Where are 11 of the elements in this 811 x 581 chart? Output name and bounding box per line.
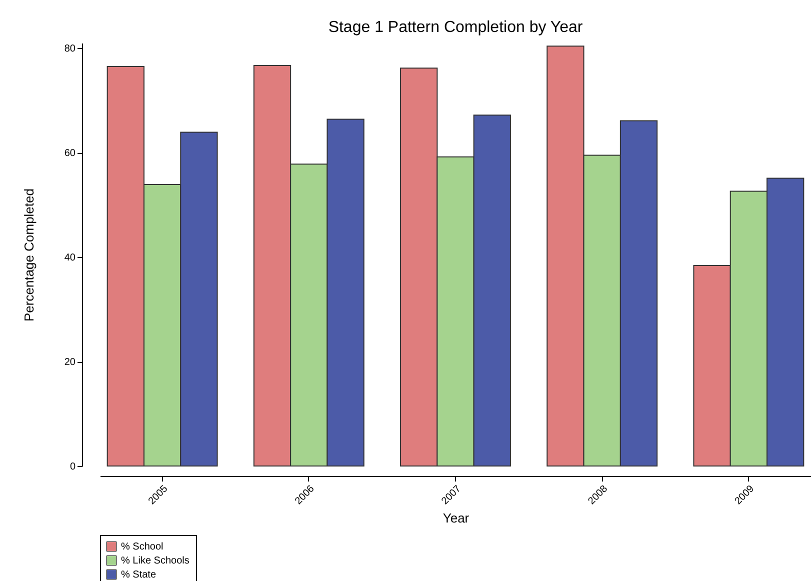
y-axis-title: Percentage Completed bbox=[21, 188, 36, 322]
legend-label: % School bbox=[121, 542, 164, 552]
x-axis-title: Year bbox=[442, 510, 470, 526]
chart-title: Stage 1 Pattern Completion by Year bbox=[328, 19, 584, 36]
legend-label: % Like Schools bbox=[121, 556, 190, 566]
y-tick-label: 80 bbox=[64, 44, 76, 55]
y-tick-label: 0 bbox=[70, 462, 76, 472]
y-tick-label: 40 bbox=[64, 252, 76, 264]
legend-label: % State bbox=[121, 570, 156, 580]
y-tick-label: 20 bbox=[64, 357, 76, 368]
y-tick-label: 60 bbox=[64, 148, 76, 160]
